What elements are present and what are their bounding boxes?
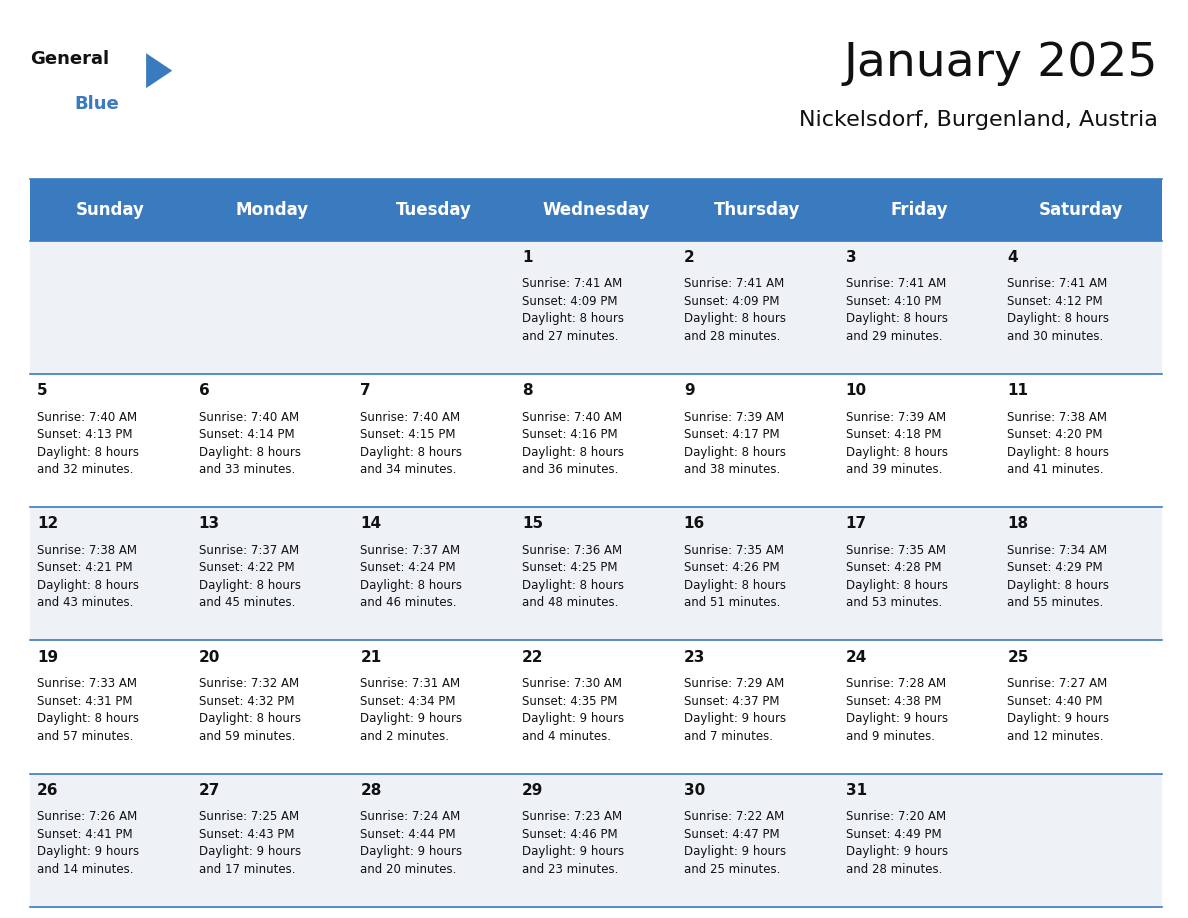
Text: Sunrise: 7:26 AM
Sunset: 4:41 PM
Daylight: 9 hours
and 14 minutes.: Sunrise: 7:26 AM Sunset: 4:41 PM Dayligh… — [37, 811, 139, 876]
Text: Sunrise: 7:30 AM
Sunset: 4:35 PM
Daylight: 9 hours
and 4 minutes.: Sunrise: 7:30 AM Sunset: 4:35 PM Dayligh… — [522, 677, 624, 743]
Text: 5: 5 — [37, 383, 48, 398]
Text: 14: 14 — [360, 516, 381, 532]
Text: Saturday: Saturday — [1038, 201, 1123, 218]
Text: Blue: Blue — [75, 95, 120, 113]
Text: 17: 17 — [846, 516, 866, 532]
Text: 9: 9 — [684, 383, 695, 398]
Bar — [30, 374, 1162, 507]
Text: Sunrise: 7:40 AM
Sunset: 4:13 PM
Daylight: 8 hours
and 32 minutes.: Sunrise: 7:40 AM Sunset: 4:13 PM Dayligh… — [37, 410, 139, 476]
Text: Tuesday: Tuesday — [396, 201, 472, 218]
Text: 23: 23 — [684, 650, 706, 665]
Text: Sunrise: 7:38 AM
Sunset: 4:20 PM
Daylight: 8 hours
and 41 minutes.: Sunrise: 7:38 AM Sunset: 4:20 PM Dayligh… — [1007, 410, 1110, 476]
Text: 30: 30 — [684, 783, 704, 798]
Text: 19: 19 — [37, 650, 58, 665]
Text: Sunrise: 7:39 AM
Sunset: 4:17 PM
Daylight: 8 hours
and 38 minutes.: Sunrise: 7:39 AM Sunset: 4:17 PM Dayligh… — [684, 410, 785, 476]
Text: Sunrise: 7:40 AM
Sunset: 4:14 PM
Daylight: 8 hours
and 33 minutes.: Sunrise: 7:40 AM Sunset: 4:14 PM Dayligh… — [198, 410, 301, 476]
Text: 7: 7 — [360, 383, 371, 398]
Text: Sunrise: 7:37 AM
Sunset: 4:22 PM
Daylight: 8 hours
and 45 minutes.: Sunrise: 7:37 AM Sunset: 4:22 PM Dayligh… — [198, 543, 301, 610]
Text: 3: 3 — [846, 250, 857, 264]
Text: 25: 25 — [1007, 650, 1029, 665]
Text: Sunrise: 7:28 AM
Sunset: 4:38 PM
Daylight: 9 hours
and 9 minutes.: Sunrise: 7:28 AM Sunset: 4:38 PM Dayligh… — [846, 677, 948, 743]
Text: Wednesday: Wednesday — [542, 201, 650, 218]
Text: Sunrise: 7:27 AM
Sunset: 4:40 PM
Daylight: 9 hours
and 12 minutes.: Sunrise: 7:27 AM Sunset: 4:40 PM Dayligh… — [1007, 677, 1110, 743]
Text: Sunrise: 7:32 AM
Sunset: 4:32 PM
Daylight: 8 hours
and 59 minutes.: Sunrise: 7:32 AM Sunset: 4:32 PM Dayligh… — [198, 677, 301, 743]
Text: Sunrise: 7:38 AM
Sunset: 4:21 PM
Daylight: 8 hours
and 43 minutes.: Sunrise: 7:38 AM Sunset: 4:21 PM Dayligh… — [37, 543, 139, 610]
Bar — [30, 241, 1162, 374]
Text: 18: 18 — [1007, 516, 1029, 532]
Text: Sunrise: 7:23 AM
Sunset: 4:46 PM
Daylight: 9 hours
and 23 minutes.: Sunrise: 7:23 AM Sunset: 4:46 PM Dayligh… — [522, 811, 624, 876]
Text: Friday: Friday — [891, 201, 948, 218]
Text: Sunrise: 7:20 AM
Sunset: 4:49 PM
Daylight: 9 hours
and 28 minutes.: Sunrise: 7:20 AM Sunset: 4:49 PM Dayligh… — [846, 811, 948, 876]
Text: 4: 4 — [1007, 250, 1018, 264]
Text: Sunrise: 7:39 AM
Sunset: 4:18 PM
Daylight: 8 hours
and 39 minutes.: Sunrise: 7:39 AM Sunset: 4:18 PM Dayligh… — [846, 410, 948, 476]
Bar — [30, 641, 1162, 774]
Text: Sunrise: 7:35 AM
Sunset: 4:28 PM
Daylight: 8 hours
and 53 minutes.: Sunrise: 7:35 AM Sunset: 4:28 PM Dayligh… — [846, 543, 948, 610]
Text: Monday: Monday — [235, 201, 309, 218]
Text: 1: 1 — [522, 250, 532, 264]
Text: 13: 13 — [198, 516, 220, 532]
Text: 15: 15 — [522, 516, 543, 532]
Text: 11: 11 — [1007, 383, 1029, 398]
Text: Sunrise: 7:41 AM
Sunset: 4:09 PM
Daylight: 8 hours
and 27 minutes.: Sunrise: 7:41 AM Sunset: 4:09 PM Dayligh… — [522, 277, 624, 342]
Text: Sunrise: 7:36 AM
Sunset: 4:25 PM
Daylight: 8 hours
and 48 minutes.: Sunrise: 7:36 AM Sunset: 4:25 PM Dayligh… — [522, 543, 624, 610]
Text: Nickelsdorf, Burgenland, Austria: Nickelsdorf, Burgenland, Austria — [800, 110, 1158, 130]
Polygon shape — [146, 53, 172, 88]
Text: 21: 21 — [360, 650, 381, 665]
Bar — [30, 774, 1162, 907]
Text: 20: 20 — [198, 650, 220, 665]
Bar — [30, 179, 1162, 241]
Text: Sunrise: 7:24 AM
Sunset: 4:44 PM
Daylight: 9 hours
and 20 minutes.: Sunrise: 7:24 AM Sunset: 4:44 PM Dayligh… — [360, 811, 462, 876]
Text: Sunday: Sunday — [76, 201, 145, 218]
Text: Sunrise: 7:35 AM
Sunset: 4:26 PM
Daylight: 8 hours
and 51 minutes.: Sunrise: 7:35 AM Sunset: 4:26 PM Dayligh… — [684, 543, 785, 610]
Text: 28: 28 — [360, 783, 381, 798]
Text: 6: 6 — [198, 383, 209, 398]
Text: Sunrise: 7:33 AM
Sunset: 4:31 PM
Daylight: 8 hours
and 57 minutes.: Sunrise: 7:33 AM Sunset: 4:31 PM Dayligh… — [37, 677, 139, 743]
Text: Sunrise: 7:40 AM
Sunset: 4:15 PM
Daylight: 8 hours
and 34 minutes.: Sunrise: 7:40 AM Sunset: 4:15 PM Dayligh… — [360, 410, 462, 476]
Text: Sunrise: 7:41 AM
Sunset: 4:10 PM
Daylight: 8 hours
and 29 minutes.: Sunrise: 7:41 AM Sunset: 4:10 PM Dayligh… — [846, 277, 948, 342]
Text: Thursday: Thursday — [714, 201, 801, 218]
Text: 16: 16 — [684, 516, 704, 532]
Text: General: General — [30, 50, 109, 69]
Text: 10: 10 — [846, 383, 866, 398]
Text: Sunrise: 7:41 AM
Sunset: 4:12 PM
Daylight: 8 hours
and 30 minutes.: Sunrise: 7:41 AM Sunset: 4:12 PM Dayligh… — [1007, 277, 1110, 342]
Bar — [30, 507, 1162, 641]
Text: Sunrise: 7:29 AM
Sunset: 4:37 PM
Daylight: 9 hours
and 7 minutes.: Sunrise: 7:29 AM Sunset: 4:37 PM Dayligh… — [684, 677, 786, 743]
Text: Sunrise: 7:41 AM
Sunset: 4:09 PM
Daylight: 8 hours
and 28 minutes.: Sunrise: 7:41 AM Sunset: 4:09 PM Dayligh… — [684, 277, 785, 342]
Text: Sunrise: 7:37 AM
Sunset: 4:24 PM
Daylight: 8 hours
and 46 minutes.: Sunrise: 7:37 AM Sunset: 4:24 PM Dayligh… — [360, 543, 462, 610]
Text: January 2025: January 2025 — [843, 41, 1158, 86]
Text: 22: 22 — [522, 650, 544, 665]
Text: Sunrise: 7:31 AM
Sunset: 4:34 PM
Daylight: 9 hours
and 2 minutes.: Sunrise: 7:31 AM Sunset: 4:34 PM Dayligh… — [360, 677, 462, 743]
Text: 31: 31 — [846, 783, 866, 798]
Text: 2: 2 — [684, 250, 695, 264]
Text: 8: 8 — [522, 383, 532, 398]
Text: 26: 26 — [37, 783, 58, 798]
Text: 24: 24 — [846, 650, 867, 665]
Text: 27: 27 — [198, 783, 220, 798]
Text: Sunrise: 7:34 AM
Sunset: 4:29 PM
Daylight: 8 hours
and 55 minutes.: Sunrise: 7:34 AM Sunset: 4:29 PM Dayligh… — [1007, 543, 1110, 610]
Text: Sunrise: 7:22 AM
Sunset: 4:47 PM
Daylight: 9 hours
and 25 minutes.: Sunrise: 7:22 AM Sunset: 4:47 PM Dayligh… — [684, 811, 786, 876]
Text: Sunrise: 7:40 AM
Sunset: 4:16 PM
Daylight: 8 hours
and 36 minutes.: Sunrise: 7:40 AM Sunset: 4:16 PM Dayligh… — [522, 410, 624, 476]
Text: 29: 29 — [522, 783, 543, 798]
Text: Sunrise: 7:25 AM
Sunset: 4:43 PM
Daylight: 9 hours
and 17 minutes.: Sunrise: 7:25 AM Sunset: 4:43 PM Dayligh… — [198, 811, 301, 876]
Text: 12: 12 — [37, 516, 58, 532]
